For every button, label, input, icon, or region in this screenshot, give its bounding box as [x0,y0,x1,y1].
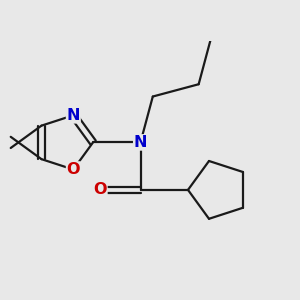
Text: O: O [93,182,107,197]
Text: N: N [134,135,147,150]
Text: N: N [67,108,80,123]
Text: O: O [67,162,80,177]
